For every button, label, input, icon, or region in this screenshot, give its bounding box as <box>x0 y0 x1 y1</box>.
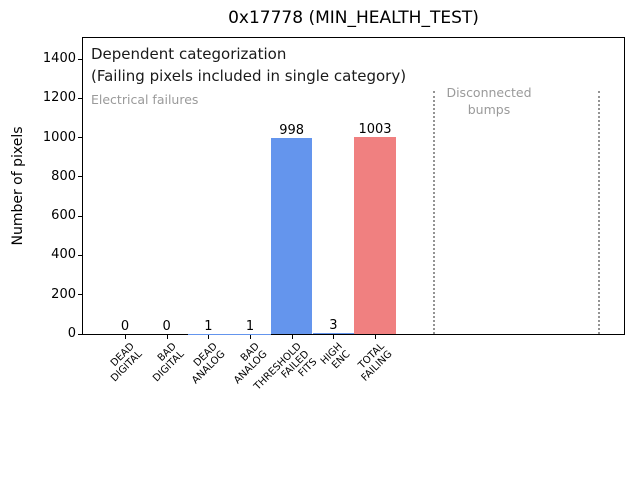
y-tick-label: 400 <box>51 247 76 263</box>
y-tick-mark <box>78 137 82 139</box>
bar <box>312 332 355 334</box>
chart-title: 0x17778 (MIN_HEALTH_TEST) <box>228 8 479 28</box>
bar-value-label: 1 <box>204 318 213 334</box>
bar-value-label: 3 <box>329 317 338 333</box>
bar-value-label: 1 <box>245 318 255 334</box>
separator-dotted-line <box>433 91 436 334</box>
annotation-disconnected-line2: bumps <box>467 102 511 117</box>
separator-dotted-line <box>598 91 601 334</box>
y-tick-label: 800 <box>51 168 76 184</box>
y-tick-label: 0 <box>67 326 76 341</box>
bar-value-label: 998 <box>279 122 305 138</box>
annotation-disconnected-bumps: Disconnected bumps <box>409 84 569 118</box>
y-tick-mark <box>78 333 82 335</box>
annotation-electrical-failures: Electrical failures <box>91 92 199 107</box>
plot-area <box>82 37 625 335</box>
x-tick-mark <box>375 335 376 339</box>
y-tick-label: 200 <box>51 286 76 302</box>
y-tick-mark <box>78 176 82 178</box>
bar <box>270 137 313 334</box>
x-tick-mark <box>291 335 293 339</box>
bar-value-label: 0 <box>120 319 130 334</box>
y-tick-label: 1000 <box>42 129 76 145</box>
annotation-dependent-categorization-line2: (Failing pixels included in single categ… <box>91 67 407 85</box>
x-tick-mark <box>125 335 126 339</box>
annotation-disconnected-line1: Disconnected <box>446 85 532 100</box>
x-tick-mark <box>166 335 168 339</box>
y-tick-mark <box>78 58 82 60</box>
y-tick-mark <box>78 215 82 217</box>
y-tick-label: 600 <box>51 208 76 224</box>
y-tick-mark <box>78 294 82 296</box>
bar <box>354 136 396 334</box>
annotation-dependent-categorization-line1: Dependent categorization <box>91 45 287 63</box>
x-tick-mark <box>333 335 335 339</box>
bar-value-label: 0 <box>162 319 171 334</box>
x-tick-mark <box>208 335 210 339</box>
y-tick-label: 1400 <box>42 51 76 66</box>
y-tick-mark <box>78 254 82 256</box>
y-tick-label: 1200 <box>42 90 76 106</box>
y-axis-label: Number of pixels <box>10 126 26 246</box>
x-tick-mark <box>250 335 251 339</box>
y-tick-mark <box>78 97 82 99</box>
bar-value-label: 1003 <box>358 121 392 137</box>
